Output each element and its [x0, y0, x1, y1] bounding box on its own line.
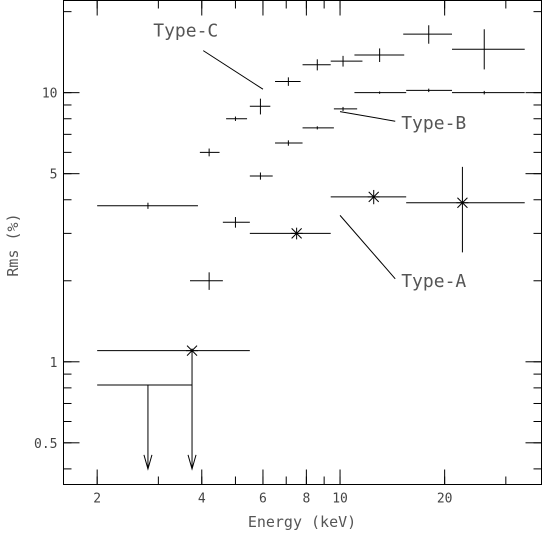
- data-point: [406, 166, 525, 253]
- annotation-leader: [339, 111, 396, 122]
- annotation: Type-B: [339, 111, 466, 134]
- x-tick-label: 10: [332, 492, 348, 507]
- annotation-label: Type-B: [401, 113, 466, 134]
- data-point: [97, 202, 198, 209]
- x-axis-label: Energy (keV): [248, 513, 356, 531]
- data-point: [249, 98, 271, 115]
- y-axis-label: Rms (%): [4, 213, 22, 276]
- annotation-leader: [339, 215, 396, 280]
- data-point: [222, 217, 250, 228]
- data-point: [226, 116, 248, 121]
- y-tick-label: 5: [50, 168, 58, 183]
- plot-frame: [63, 0, 542, 485]
- arrow-head: [187, 454, 197, 471]
- data-point: [452, 90, 525, 95]
- data-point: [354, 91, 407, 94]
- annotation-leader: [202, 50, 264, 90]
- data-point: [406, 88, 453, 93]
- data-point: [275, 140, 303, 146]
- annotation-label: Type-A: [401, 271, 466, 292]
- data-point: [275, 77, 301, 86]
- data-marks: [97, 25, 525, 471]
- data-point: [302, 59, 331, 71]
- x-tick-label: 8: [302, 492, 310, 507]
- data-point: [97, 345, 250, 357]
- x-tick-label: 20: [437, 492, 453, 507]
- arrow-head: [143, 454, 153, 471]
- axis-ticks: 2 4 6 8 10 20 0.5 1 5 10: [34, 0, 542, 507]
- data-point: [330, 189, 407, 205]
- annotation-label: Type-C: [153, 21, 218, 42]
- annotation: Type-A: [339, 215, 466, 292]
- data-point: [199, 148, 220, 157]
- data-point: [249, 172, 273, 180]
- data-point: [333, 106, 358, 111]
- x-tick-label: 2: [93, 492, 101, 507]
- data-point: [403, 25, 453, 44]
- data-point: [302, 126, 334, 130]
- data-point: [249, 227, 331, 240]
- upper-limit: [97, 384, 193, 471]
- data-point: [330, 55, 363, 67]
- y-tick-label: 0.5: [34, 437, 57, 452]
- data-point: [190, 272, 223, 290]
- data-point: [452, 29, 525, 70]
- x-tick-label: 4: [198, 492, 206, 507]
- annotations: Type-C Type-B Type-A: [153, 21, 466, 292]
- annotation: Type-C: [153, 21, 264, 90]
- y-tick-label: 1: [50, 356, 58, 371]
- x-tick-label: 6: [259, 492, 267, 507]
- y-tick-label: 10: [42, 87, 58, 102]
- data-point: [354, 48, 405, 62]
- upper-limit: [187, 350, 197, 471]
